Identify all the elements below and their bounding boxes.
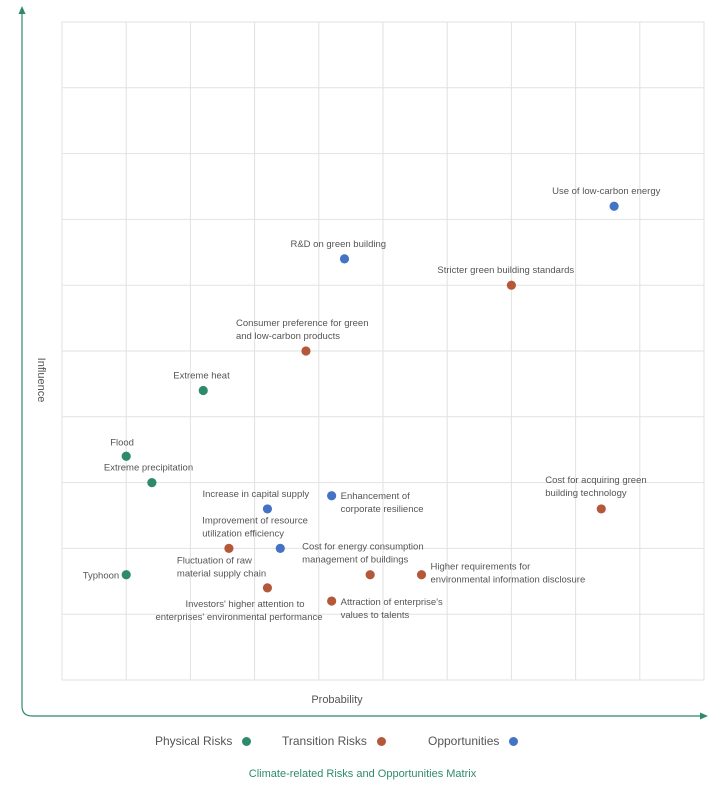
data-point bbox=[609, 201, 619, 211]
axis-line bbox=[21, 10, 704, 717]
data-label: R&D on green building bbox=[290, 239, 386, 250]
axes bbox=[18, 6, 708, 720]
legend-label-transition: Transition Risks bbox=[282, 734, 367, 748]
legend: Physical Risks Transition Risks Opportun… bbox=[0, 734, 725, 752]
data-point bbox=[416, 570, 427, 580]
legend-dot-transition bbox=[376, 737, 386, 746]
point-labels: Typhoon Flood Extreme precipitation Extreme… bbox=[83, 186, 661, 623]
legend-item-transition: Transition Risks bbox=[282, 734, 386, 748]
data-point bbox=[198, 385, 208, 396]
data-label: Investors' higher attention to enterprise… bbox=[155, 599, 322, 623]
data-points bbox=[121, 201, 619, 606]
data-point bbox=[301, 346, 311, 356]
data-point bbox=[121, 570, 131, 580]
data-point bbox=[224, 543, 234, 554]
data-point bbox=[121, 451, 131, 461]
chart-caption: Climate-related Risks and Opportunities … bbox=[248, 768, 477, 780]
data-label: Use of low-carbon energy bbox=[552, 186, 660, 197]
data-point bbox=[262, 504, 273, 514]
y-axis-arrow bbox=[18, 6, 26, 14]
x-axis-title: Probability bbox=[311, 694, 363, 706]
data-point bbox=[275, 543, 285, 554]
data-label: Consumer preference for green and low-car… bbox=[236, 318, 369, 342]
data-label: Extreme precipitation bbox=[104, 463, 193, 474]
legend-label-physical: Physical Risks bbox=[155, 734, 233, 748]
data-point bbox=[596, 504, 606, 514]
data-label: Higher requirements for environmental inf… bbox=[431, 562, 586, 586]
legend-item-opportunities: Opportunities bbox=[428, 734, 519, 748]
data-label: Extreme heat bbox=[173, 370, 230, 381]
data-label: Improvement of resource utilization effic… bbox=[202, 515, 308, 539]
data-label: Increase in capital supply bbox=[202, 489, 309, 500]
data-label: Cost for energy consumption management of… bbox=[302, 542, 423, 566]
data-point bbox=[506, 280, 516, 290]
data-label: Cost for acquiring green building technol… bbox=[545, 475, 646, 499]
grid bbox=[61, 21, 705, 681]
data-point bbox=[339, 254, 350, 264]
legend-label-opportunities: Opportunities bbox=[428, 734, 500, 748]
data-point bbox=[327, 596, 337, 606]
legend-item-physical: Physical Risks bbox=[155, 734, 252, 748]
legend-dot-physical bbox=[242, 737, 252, 746]
data-point bbox=[327, 491, 337, 501]
data-label: Flood bbox=[110, 437, 134, 448]
data-label: Attraction of enterprise's values to tale… bbox=[341, 597, 443, 621]
x-axis-arrow bbox=[700, 712, 708, 720]
data-point bbox=[262, 583, 273, 593]
risk-matrix-chart: Probability Influence Typhoon Flood Extrem… bbox=[18, 6, 708, 720]
data-point bbox=[365, 570, 375, 580]
y-axis-title: Influence bbox=[35, 358, 47, 403]
data-label: Enhancement of corporate resilience bbox=[341, 491, 424, 515]
data-label: Typhoon bbox=[83, 571, 119, 582]
data-label: Fluctuation of raw material supply chain bbox=[177, 555, 266, 579]
data-label: Stricter green building standards bbox=[437, 265, 574, 276]
legend-dot-opportunities bbox=[509, 737, 519, 746]
data-point bbox=[147, 478, 157, 488]
